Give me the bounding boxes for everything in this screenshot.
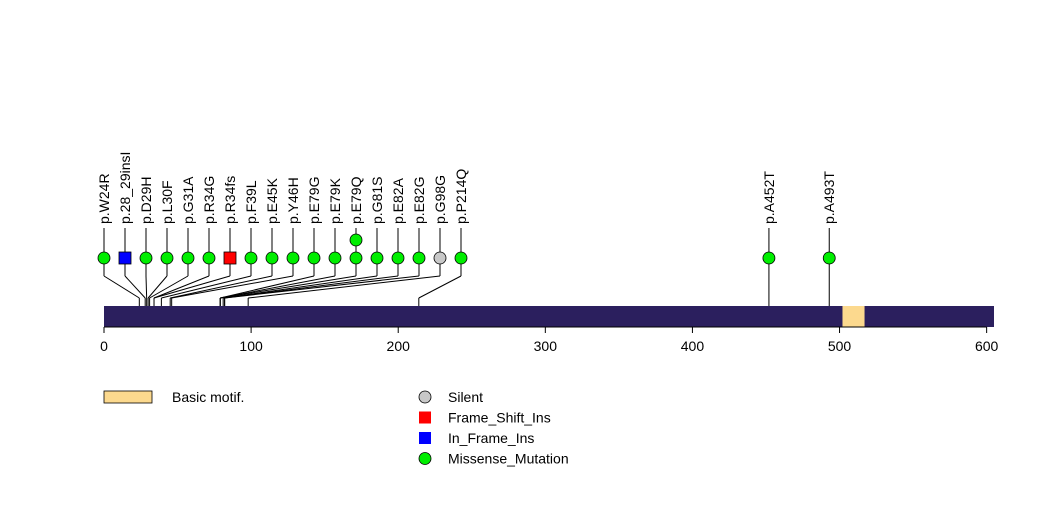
mutation-label: p.Y46H <box>285 177 301 224</box>
x-tick-label: 200 <box>387 338 411 354</box>
mutation-stem-diagonal <box>248 275 441 299</box>
mutation-head-circle[interactable] <box>181 251 195 265</box>
domain-legend-swatch <box>103 390 153 404</box>
mutation-head-circle[interactable] <box>349 233 363 247</box>
mutation-legend-label: Frame_Shift_Ins <box>448 410 551 426</box>
mutation-label: p.P214Q <box>453 169 469 224</box>
mutation-stem-diagonal <box>220 275 315 299</box>
mutation-stem-diagonal <box>220 275 357 299</box>
mutation-legend-swatch <box>419 432 431 444</box>
mutation-stem-diagonal <box>103 275 140 299</box>
mutation-stem-diagonal <box>149 275 189 299</box>
mutation-legend-label: In_Frame_Ins <box>448 430 534 446</box>
mutation-head-circle[interactable] <box>244 251 258 265</box>
mutation-head-circle[interactable] <box>286 251 300 265</box>
mutation-head-circle[interactable] <box>412 251 426 265</box>
mutation-legend-label: Missense_Mutation <box>448 451 569 467</box>
mutation-head-circle[interactable] <box>97 251 111 265</box>
mutation-head-circle[interactable] <box>433 251 447 265</box>
mutation-stem-diagonal <box>220 275 336 299</box>
mutation-stem-diagonal <box>153 275 210 299</box>
mutation-label: p.E82A <box>390 177 406 224</box>
mutation-head-circle[interactable] <box>139 251 153 265</box>
mutation-stem-diagonal <box>170 275 273 299</box>
mutation-stem-diagonal <box>224 275 420 299</box>
x-tick-label: 400 <box>681 338 705 354</box>
mutation-head-circle[interactable] <box>391 251 405 265</box>
mutation-label: p.G31A <box>180 176 196 224</box>
mutation-head-circle[interactable] <box>370 251 384 265</box>
x-tick-label: 100 <box>239 338 263 354</box>
mutation-legend-swatch <box>418 390 432 404</box>
domain-layer <box>842 306 865 327</box>
x-tick-label: 600 <box>975 338 999 354</box>
domain-legend-label: Basic motif. <box>172 389 244 405</box>
mutation-head-circle[interactable] <box>454 251 468 265</box>
mutation-label: p.E79Q <box>348 176 364 224</box>
mutation-stem-diagonal <box>124 275 146 299</box>
mutation-label: p.R34fs <box>222 176 238 224</box>
mutation-head-square[interactable] <box>118 251 132 265</box>
mutation-stem-diagonal <box>161 275 252 299</box>
mutation-head-circle[interactable] <box>307 251 321 265</box>
mutation-label: p.E82G <box>411 177 427 224</box>
mutation-head-circle[interactable] <box>762 251 776 265</box>
mutation-legend-swatch <box>418 452 432 465</box>
x-tick-label: 300 <box>534 338 558 354</box>
mutation-head-circle[interactable] <box>265 251 279 265</box>
x-tick-label: 500 <box>828 338 852 354</box>
x-tick-label: 0 <box>100 338 108 354</box>
mutation-label: p.E79G <box>306 177 322 224</box>
mutation-head-square[interactable] <box>223 251 237 265</box>
connector-lines <box>103 228 830 306</box>
x-axis: 0 100 200 300 400 500 600 <box>100 326 999 354</box>
mutation-label: p.A452T <box>761 171 777 224</box>
mutation-head-circle[interactable] <box>328 251 342 265</box>
mutation-stem-diagonal <box>145 275 148 299</box>
domain-region <box>842 306 865 327</box>
mutation-label: p.L30F <box>159 180 175 224</box>
mutation-head-circle[interactable] <box>822 251 836 265</box>
mutation-label: p.E45K <box>264 177 280 224</box>
mutation-stem-diagonal <box>171 275 294 299</box>
mutation-stem-diagonal <box>223 275 378 299</box>
mutation-head-circle[interactable] <box>202 251 216 265</box>
mutation-head-circle[interactable] <box>349 251 363 265</box>
mutation-label: p.D29H <box>138 177 154 224</box>
mutation-legend: Silent Frame_Shift_Ins In_Frame_Ins Missens… <box>418 389 569 467</box>
mutation-legend-swatch <box>419 411 431 424</box>
mutation-layer: p.W24R p.28_29insI p.D29H p.L30F p.G31A p.R34… <box>96 152 837 265</box>
mutation-label: p.G98G <box>432 175 448 224</box>
mutation-stem-diagonal <box>147 275 168 299</box>
mutation-stem-diagonal <box>153 275 231 299</box>
mutation-label: p.28_29insI <box>117 152 133 224</box>
domain-legend: Basic motif. <box>103 389 244 405</box>
mutation-legend-label: Silent <box>448 389 483 405</box>
mutation-label: p.E79K <box>327 177 343 224</box>
mutation-label: p.A493T <box>821 171 837 224</box>
mutation-label: p.R34G <box>201 176 217 224</box>
mutation-label: p.F39L <box>243 180 259 224</box>
protein-backbone <box>104 306 994 327</box>
mutation-label: p.G81S <box>369 177 385 224</box>
mutation-stem-diagonal <box>418 275 462 299</box>
mutation-head-circle[interactable] <box>160 251 174 265</box>
mutation-label: p.W24R <box>96 173 112 224</box>
